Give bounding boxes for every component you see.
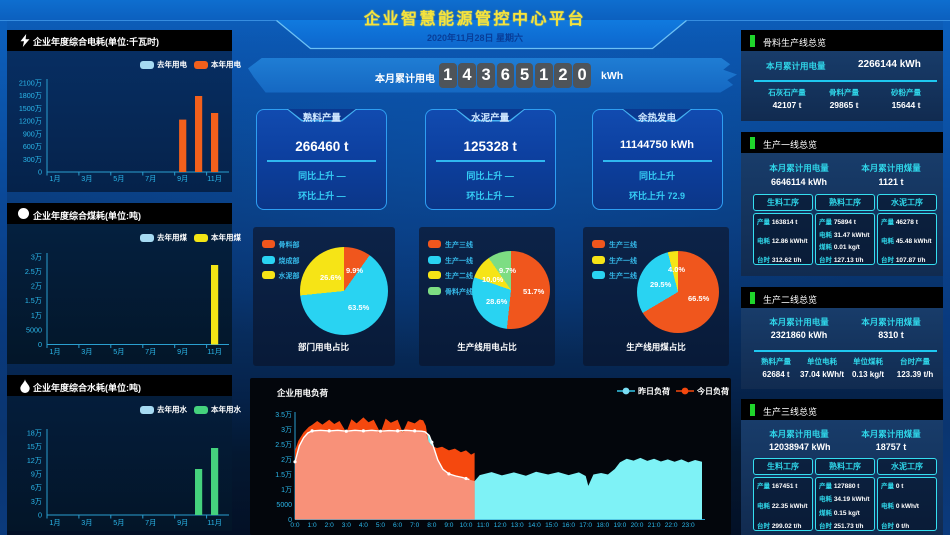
svg-text:600万: 600万 bbox=[23, 142, 42, 151]
svg-text:5月: 5月 bbox=[113, 518, 124, 527]
svg-text:1:0: 1:0 bbox=[308, 522, 317, 529]
svg-text:6:0: 6:0 bbox=[393, 522, 402, 529]
svg-text:13:0: 13:0 bbox=[511, 522, 524, 529]
svg-text:1月: 1月 bbox=[49, 347, 60, 356]
svg-text:2万: 2万 bbox=[281, 456, 292, 464]
svg-text:0:0: 0:0 bbox=[290, 522, 299, 529]
svg-text:0: 0 bbox=[38, 168, 42, 177]
svg-text:3:0: 3:0 bbox=[342, 522, 351, 529]
svg-text:18万: 18万 bbox=[27, 429, 42, 438]
svg-text:3月: 3月 bbox=[81, 518, 92, 527]
svg-text:11:0: 11:0 bbox=[477, 522, 490, 529]
svg-text:0: 0 bbox=[38, 340, 42, 349]
svg-text:5:0: 5:0 bbox=[376, 522, 385, 529]
svg-text:2.5万: 2.5万 bbox=[25, 267, 42, 276]
svg-text:19:0: 19:0 bbox=[613, 522, 626, 529]
svg-text:11月: 11月 bbox=[207, 347, 222, 356]
svg-text:5月: 5月 bbox=[113, 174, 124, 183]
svg-text:5000: 5000 bbox=[26, 325, 42, 334]
svg-text:1200万: 1200万 bbox=[19, 117, 42, 126]
svg-text:2.5万: 2.5万 bbox=[275, 441, 292, 449]
svg-text:8:0: 8:0 bbox=[427, 522, 436, 529]
svg-text:16:0: 16:0 bbox=[562, 522, 575, 529]
svg-text:3月: 3月 bbox=[81, 174, 92, 183]
svg-text:9月: 9月 bbox=[177, 518, 188, 527]
svg-text:1.5万: 1.5万 bbox=[25, 296, 42, 305]
svg-text:0: 0 bbox=[288, 517, 292, 524]
svg-text:3万: 3万 bbox=[281, 426, 292, 434]
svg-text:17:0: 17:0 bbox=[579, 522, 592, 529]
svg-text:15万: 15万 bbox=[27, 442, 42, 451]
svg-text:7月: 7月 bbox=[145, 518, 156, 527]
svg-text:1800万: 1800万 bbox=[19, 91, 42, 100]
svg-text:1万: 1万 bbox=[31, 311, 42, 320]
svg-text:1.5万: 1.5万 bbox=[275, 471, 292, 479]
svg-text:3万: 3万 bbox=[31, 497, 42, 506]
svg-text:14:0: 14:0 bbox=[528, 522, 541, 529]
svg-text:1月: 1月 bbox=[49, 174, 60, 183]
svg-text:7月: 7月 bbox=[145, 174, 156, 183]
svg-text:12万: 12万 bbox=[27, 456, 42, 465]
svg-text:2万: 2万 bbox=[31, 282, 42, 291]
svg-text:0: 0 bbox=[38, 511, 42, 520]
svg-text:9万: 9万 bbox=[31, 470, 42, 479]
svg-text:11月: 11月 bbox=[207, 518, 222, 527]
svg-text:900万: 900万 bbox=[23, 129, 42, 138]
svg-text:21:0: 21:0 bbox=[648, 522, 661, 529]
svg-text:300万: 300万 bbox=[23, 155, 42, 164]
svg-text:6万: 6万 bbox=[31, 483, 42, 492]
svg-text:2:0: 2:0 bbox=[325, 522, 334, 529]
svg-text:15:0: 15:0 bbox=[545, 522, 558, 529]
svg-text:11月: 11月 bbox=[207, 174, 222, 183]
svg-text:18:0: 18:0 bbox=[596, 522, 609, 529]
svg-text:3月: 3月 bbox=[81, 347, 92, 356]
svg-text:3万: 3万 bbox=[31, 253, 42, 262]
svg-text:22:0: 22:0 bbox=[665, 522, 678, 529]
svg-text:9月: 9月 bbox=[177, 347, 188, 356]
svg-text:3.5万: 3.5万 bbox=[275, 411, 292, 419]
svg-text:1月: 1月 bbox=[49, 518, 60, 527]
svg-text:2100万: 2100万 bbox=[19, 79, 42, 88]
svg-text:7月: 7月 bbox=[145, 347, 156, 356]
svg-text:1500万: 1500万 bbox=[19, 104, 42, 113]
svg-text:4:0: 4:0 bbox=[359, 522, 368, 529]
svg-text:12:0: 12:0 bbox=[494, 522, 507, 529]
svg-text:5000: 5000 bbox=[276, 502, 292, 509]
svg-text:10:0: 10:0 bbox=[460, 522, 473, 529]
svg-text:9:0: 9:0 bbox=[444, 522, 453, 529]
svg-text:20:0: 20:0 bbox=[631, 522, 644, 529]
svg-text:7:0: 7:0 bbox=[410, 522, 419, 529]
svg-text:5月: 5月 bbox=[113, 347, 124, 356]
svg-text:9月: 9月 bbox=[177, 174, 188, 183]
svg-text:23:0: 23:0 bbox=[682, 522, 695, 529]
svg-text:1万: 1万 bbox=[281, 486, 292, 494]
